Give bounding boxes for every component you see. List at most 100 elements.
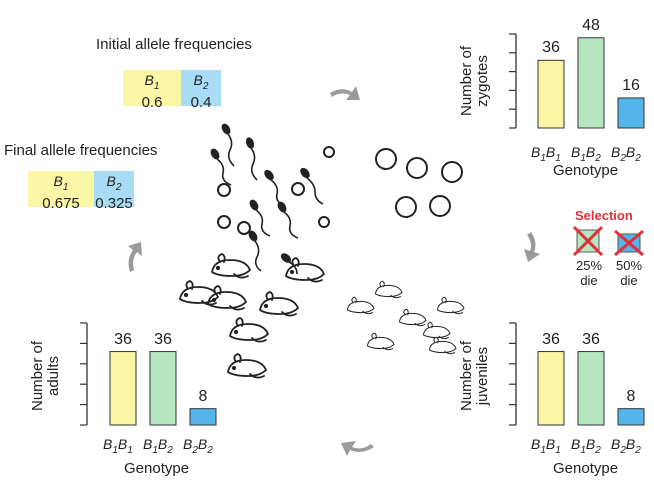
mouse-icon [374,280,403,299]
mouse-icon [259,291,300,317]
category-tick-label: B2B2 [183,436,213,456]
initial-frequencies-title: Initial allele frequencies [96,36,252,53]
x-axis-label: Genotype [553,162,619,179]
sperm-icon [221,123,235,167]
egg-icon [395,196,417,218]
category-tick-label: B2B2 [611,436,641,456]
mouse-icon [207,285,248,311]
b1b2-death-percent: 25% [575,258,603,273]
bar-value-label: 36 [154,330,172,348]
category-tick-label: B1B2 [143,436,173,456]
mouse-icon [428,336,457,355]
sperm-icon [280,253,298,275]
arrow-bottom-icon [341,441,374,456]
bar-value-label: 16 [622,76,640,94]
bar-b2b2 [617,97,645,129]
arrow-top-icon [330,86,360,100]
mouse-icon [398,308,427,327]
x-axis-label: Genotype [124,460,190,477]
sperm-icon [300,167,324,205]
adult-mice [179,253,326,379]
final-b2-value: 0.325 [95,194,133,212]
sperm-icon [264,169,286,207]
selection-crosses [572,225,644,257]
egg-icon [429,195,451,217]
cross-icon [572,225,604,257]
initial-b2-box: B2 0.4 [181,70,221,110]
category-tick-label: B1B2 [571,144,601,164]
bar-b1b1 [109,351,137,426]
small-egg-icon [318,216,330,228]
selection-title: Selection [575,208,633,223]
egg-icon [441,161,463,183]
bar-b2b2 [617,408,645,426]
y-axis-label: Number of adults [29,340,62,412]
mouse-icon [366,332,395,351]
mouse-icon [285,257,326,283]
b2b2-death-rate: 50% die [610,258,648,288]
sperm-icon [249,199,271,237]
sperm-cells [210,123,324,275]
bar-b1b2 [577,351,605,426]
bar-value-label: 36 [542,330,560,348]
mouse-icon [422,321,451,340]
sperm-icon [248,230,262,272]
small-egg-icon [237,221,251,235]
y-axis-label: Number of juveniles [458,340,491,412]
y-axis-label: Number of zygotes [458,45,491,117]
x-axis-label: Genotype [553,460,619,477]
mouse-icon [227,353,268,379]
bar-b1b1 [537,59,565,129]
bar-value-label: 48 [582,16,600,34]
egg-icon [375,148,397,170]
category-tick-label: B1B2 [571,436,601,456]
eggs [217,146,463,235]
small-egg-icon [217,215,231,229]
bar-b1b2 [577,37,605,129]
bar-value-label: 36 [114,330,132,348]
final-b1-value: 0.675 [42,194,80,212]
juvenile-mice [346,280,465,355]
bar-b2b2 [189,408,217,426]
sperm-icon [210,148,232,186]
bar-value-label: 36 [582,330,600,348]
mouse-icon [211,253,252,279]
bar-b1b2 [149,351,177,426]
final-b1-label: B1 [53,173,69,193]
die-label: die [580,273,598,288]
small-egg-icon [217,183,231,197]
mouse-icon [346,296,375,315]
final-frequencies-title: Final allele frequencies [4,142,158,159]
cycle-arrows [128,86,540,456]
sperm-icon [277,201,299,239]
bar-b1b1 [537,351,565,426]
category-tick-label: B1B1 [103,436,133,456]
egg-icon [406,157,428,179]
mouse-icon [229,317,270,343]
die-label: die [620,273,638,288]
initial-b1-label: B1 [144,72,160,92]
final-b2-label: B2 [106,173,122,193]
small-egg-icon [291,182,305,196]
initial-b2-label: B2 [193,72,209,92]
arrow-left-icon [128,242,142,272]
b1b2-death-rate: 25% die [570,258,608,288]
bar-value-label: 8 [198,387,208,405]
b2b2-death-percent: 50% [615,258,643,273]
bar-value-label: 8 [626,387,636,405]
bar-value-label: 36 [542,39,560,57]
cross-icon [614,229,644,257]
mouse-icon [436,296,465,315]
small-egg-icon [323,146,335,158]
initial-b1-box: B1 0.6 [123,70,181,110]
category-tick-label: B1B1 [531,436,561,456]
category-tick-label: B1B1 [531,144,561,164]
bar-charts [80,33,645,426]
final-b1-box: B1 0.675 [28,171,94,211]
initial-b1-value: 0.6 [141,93,163,111]
final-b2-box: B2 0.325 [94,171,134,211]
category-tick-label: B2B2 [611,144,641,164]
initial-b2-value: 0.4 [190,93,212,111]
arrow-right-icon [524,232,540,262]
